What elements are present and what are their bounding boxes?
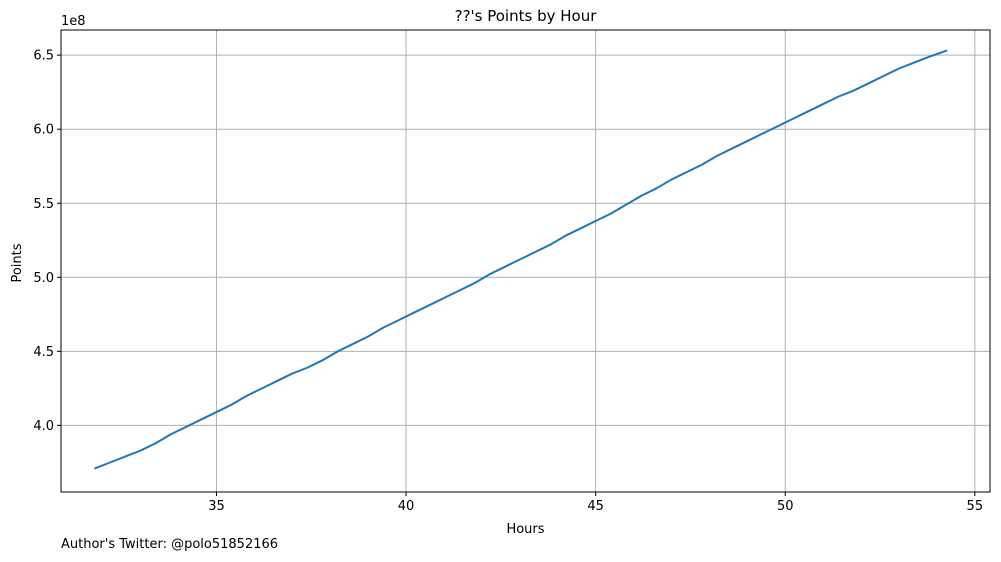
plot-frame — [60, 29, 991, 493]
x-tick-label: 55 — [967, 499, 984, 514]
chart-title: ??'s Points by Hour — [455, 7, 598, 25]
line-chart: 35 40 45 50 55 4.0 4.5 5.0 5.5 6.0 6.5 ??'s Point… — [10, 7, 991, 537]
y-tick-label: 5.0 — [33, 271, 54, 286]
y-tick-label: 4.0 — [33, 419, 54, 434]
x-axis: 35 40 45 50 55 — [208, 492, 983, 514]
author-credit: Author's Twitter: @polo51852166 — [61, 537, 279, 552]
y-tick-label: 5.5 — [33, 197, 54, 212]
grid — [61, 30, 990, 492]
x-tick-label: 45 — [587, 499, 604, 514]
x-tick-label: 35 — [208, 499, 225, 514]
x-tick-label: 40 — [398, 499, 415, 514]
series-layer — [94, 49, 948, 470]
y-tick-label: 6.0 — [33, 123, 54, 138]
x-tick-label: 50 — [777, 499, 794, 514]
y-tick-label: 6.5 — [33, 49, 54, 64]
y-tick-label: 4.5 — [33, 345, 54, 360]
y-axis: 4.0 4.5 5.0 5.5 6.0 6.5 — [33, 49, 61, 434]
y-axis-multiplier: 1e8 — [61, 14, 86, 29]
y-axis-label: Points — [10, 243, 25, 282]
series-line — [94, 49, 948, 470]
x-axis-label: Hours — [506, 522, 544, 537]
